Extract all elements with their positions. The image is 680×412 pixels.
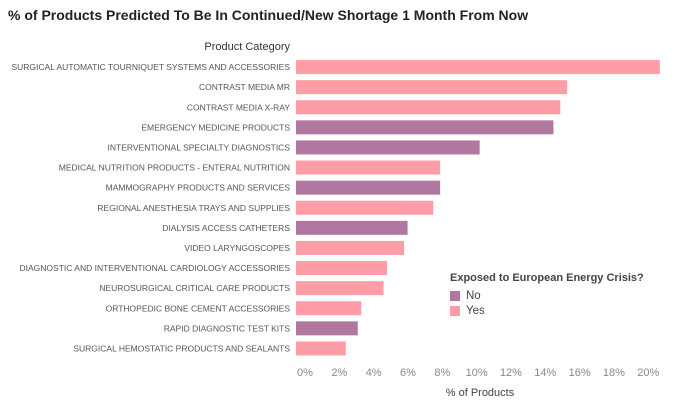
x-tick-label: 0% [297, 367, 313, 379]
bar-15[interactable] [296, 341, 346, 356]
x-axis-ticks: 0% 2% 4% 6% 8% 10% 12% 14% 16% 18% 20% [297, 367, 659, 379]
bar-4[interactable] [296, 120, 554, 135]
legend-label-no: No [466, 289, 481, 302]
x-tick-label: 8% [434, 367, 450, 379]
bar-2[interactable] [296, 80, 568, 95]
category-label: CONTRAST MEDIA X-RAY [187, 102, 290, 112]
bar-6[interactable] [296, 160, 441, 175]
category-header: Product Category [204, 41, 290, 53]
category-label: NEUROSURGICAL CRITICAL CARE PRODUCTS [99, 283, 290, 293]
bar-3[interactable] [296, 100, 561, 115]
category-label: CONTRAST MEDIA MR [199, 82, 290, 92]
category-label: EMERGENCY MEDICINE PRODUCTS [141, 122, 290, 132]
legend-swatch-yes [450, 305, 460, 316]
x-tick-label: 18% [603, 367, 625, 379]
category-label: VIDEO LARYNGOSCOPES [184, 243, 290, 253]
bar-7[interactable] [296, 180, 441, 195]
legend-swatch-no [450, 290, 460, 301]
chart-title: % of Products Predicted To Be In Continu… [8, 7, 529, 23]
x-tick-label: 2% [331, 367, 347, 379]
category-label: REGIONAL ANESTHESIA TRAYS AND SUPPLIES [97, 203, 290, 213]
bar-12[interactable] [296, 281, 384, 296]
bar-5[interactable] [296, 140, 480, 155]
category-label: DIALYSIS ACCESS CATHETERS [162, 223, 290, 233]
x-tick-label: 16% [569, 367, 591, 379]
bar-10[interactable] [296, 240, 405, 255]
legend-item-no[interactable]: No [450, 288, 644, 303]
legend-item-yes[interactable]: Yes [450, 303, 644, 318]
bar-13[interactable] [296, 301, 362, 316]
x-tick-label: 6% [400, 367, 416, 379]
category-label: DIAGNOSTIC AND INTERVENTIONAL CARDIOLOGY… [20, 263, 291, 273]
category-label: SURGICAL AUTOMATIC TOURNIQUET SYSTEMS AN… [11, 62, 290, 72]
bar-11[interactable] [296, 261, 387, 276]
bar-1[interactable] [296, 60, 660, 75]
legend-label-yes: Yes [466, 304, 485, 317]
x-tick-label: 14% [534, 367, 556, 379]
legend: Exposed to European Energy Crisis? No Ye… [450, 272, 644, 318]
category-label: ORTHOPEDIC BONE CEMENT ACCESSORIES [106, 303, 291, 313]
x-tick-label: 20% [637, 367, 659, 379]
category-label: SURGICAL HEMOSTATIC PRODUCTS AND SEALANT… [73, 343, 290, 353]
x-axis-title: % of Products [446, 387, 515, 399]
bars-group [296, 60, 660, 356]
category-label: RAPID DIAGNOSTIC TEST KITS [164, 323, 291, 333]
category-label: INTERVENTIONAL SPECIALTY DIAGNOSTICS [108, 142, 291, 152]
legend-title: Exposed to European Energy Crisis? [450, 272, 644, 284]
x-tick-label: 12% [500, 367, 522, 379]
x-tick-label: 4% [366, 367, 382, 379]
bar-9[interactable] [296, 220, 408, 235]
category-label: MEDICAL NUTRITION PRODUCTS - ENTERAL NUT… [59, 163, 290, 173]
bar-14[interactable] [296, 321, 358, 336]
bar-8[interactable] [296, 200, 434, 215]
category-labels: SURGICAL AUTOMATIC TOURNIQUET SYSTEMS AN… [11, 62, 290, 353]
category-label: MAMMOGRAPHY PRODUCTS AND SERVICES [106, 183, 291, 193]
x-tick-label: 10% [466, 367, 488, 379]
